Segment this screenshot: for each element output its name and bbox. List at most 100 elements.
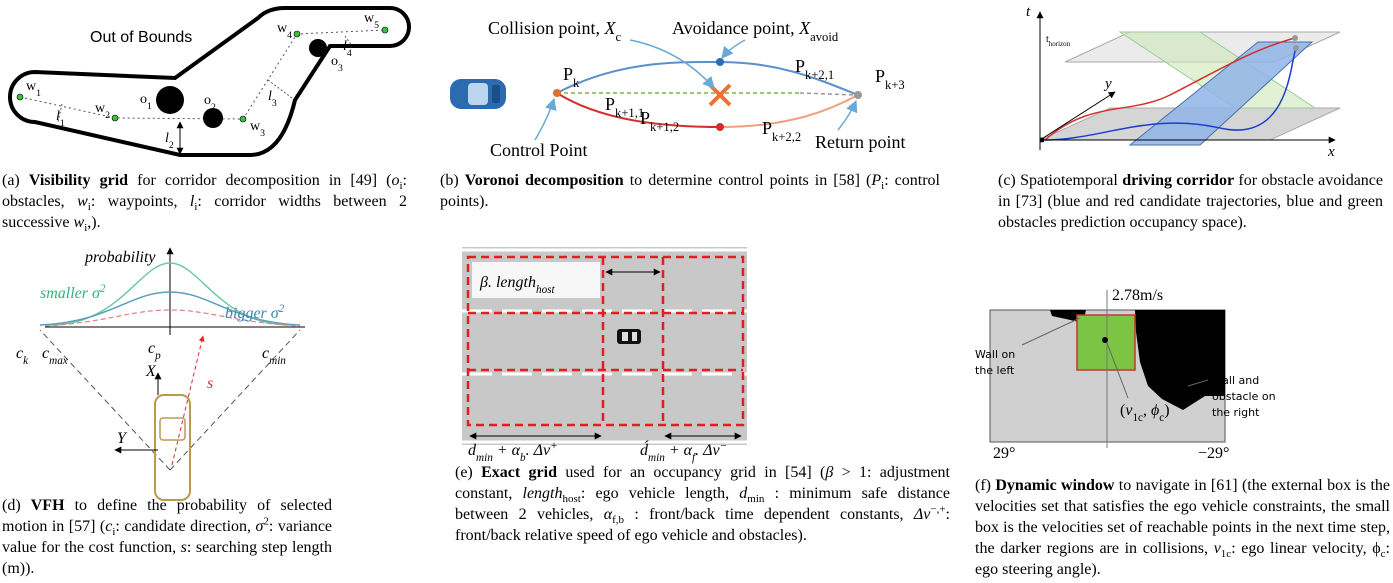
text-segment: i xyxy=(87,201,91,214)
label: d́min + αf. Δv− xyxy=(640,439,727,464)
text-segment: 3 xyxy=(338,63,343,74)
text-segment: : searching step length (m)). xyxy=(2,539,333,577)
label: Pk xyxy=(563,64,580,90)
obstacle-space xyxy=(1128,41,1314,146)
text-segment: : ego linear velocity, ϕ xyxy=(1231,540,1381,557)
panel-b: Collision point, Xc Avoidance point, Xav… xyxy=(450,18,906,160)
label: Return point xyxy=(815,132,906,152)
text-segment: ( xyxy=(1120,402,1125,419)
text-segment: d́ xyxy=(640,439,649,459)
text-segment: used for an occupancy grid in [54] ( xyxy=(556,464,826,481)
text-segment: c xyxy=(262,345,269,362)
direction-line xyxy=(169,329,301,471)
label: w5 xyxy=(364,11,379,31)
text-segment: ,). xyxy=(87,214,101,231)
text-segment: , xyxy=(1143,402,1151,419)
label: cp xyxy=(148,340,161,362)
text-segment: c xyxy=(16,345,23,362)
text-segment: length xyxy=(522,485,563,502)
text-segment: w xyxy=(277,21,288,36)
text-segment: . Δv xyxy=(526,442,551,459)
label: (v1c, ϕc) xyxy=(1120,402,1170,424)
caption: (b) Voronoi decomposition to determine c… xyxy=(440,170,940,212)
text-segment: to determine control points in [58] ( xyxy=(623,172,872,189)
label: 2.78m/s xyxy=(1112,287,1163,304)
text-segment: 3 xyxy=(260,128,265,139)
label: −29° xyxy=(1198,445,1229,462)
panel-c: t thorizon y x xyxy=(1026,4,1341,160)
text-segment: t xyxy=(1046,34,1049,45)
text-segment: (c) Spatiotemporal xyxy=(998,172,1123,189)
text-segment: f,b xyxy=(612,514,625,527)
label: t xyxy=(1026,4,1031,20)
lower-trajectory xyxy=(719,94,859,128)
pointer xyxy=(629,39,715,89)
pointer xyxy=(721,39,746,59)
panel-e: β. lengthhost dmin + αb. Δv+ d́min + αf.… xyxy=(462,247,747,464)
label: Pk+2,2 xyxy=(762,118,801,144)
waypoint xyxy=(16,93,24,101)
text-segment: k+1,1 xyxy=(615,106,644,120)
text-segment: β xyxy=(825,464,834,481)
text-segment: w xyxy=(364,11,375,26)
text-segment: : front/back time dependent constants, xyxy=(624,506,914,523)
text-segment: d xyxy=(468,442,477,459)
text-segment: : variance value for the cost function, xyxy=(2,518,333,556)
label: o1 xyxy=(140,92,152,112)
text-segment: i xyxy=(399,180,403,193)
text-segment: > 1: adjustment constant, xyxy=(455,464,950,502)
text-segment: : ego vehicle length, xyxy=(580,485,740,502)
label: Avoidance point, Xavoid xyxy=(672,18,839,44)
text-segment: ϕ xyxy=(1151,402,1159,419)
text-segment: 2 xyxy=(279,303,285,315)
text-segment: w xyxy=(26,79,37,94)
text-segment: : control points). xyxy=(440,172,941,210)
text-segment: for obstacle avoidance in [73] (blue and… xyxy=(998,172,1383,231)
label: l3 xyxy=(268,89,277,109)
text-segment: k+1,2 xyxy=(650,120,679,134)
text-segment: v xyxy=(1213,540,1221,557)
direction-line xyxy=(39,329,171,471)
text-segment: c xyxy=(42,345,49,362)
label: Wall on xyxy=(975,348,1015,361)
text-segment: min xyxy=(476,452,493,464)
text-segment: l xyxy=(189,193,195,210)
text-segment: 1 xyxy=(36,88,41,99)
text-segment: s xyxy=(180,539,187,556)
label: 29° xyxy=(993,445,1015,462)
text-segment: : front/back relative speed of ego vehic… xyxy=(455,506,950,544)
text-segment: X xyxy=(604,18,617,38)
text-segment: o xyxy=(331,54,338,69)
label: o3 xyxy=(331,54,343,74)
control-point xyxy=(553,89,561,97)
text-segment: (b) xyxy=(440,172,465,189)
text-segment: σ xyxy=(255,518,264,535)
text-segment: l xyxy=(343,39,347,54)
text-segment: for corridor decomposition in [49] ( xyxy=(128,172,392,189)
text-segment: β. length xyxy=(479,274,536,291)
text-segment: : ego steering angle). xyxy=(975,540,1390,578)
control-point xyxy=(716,123,724,131)
text-segment: c xyxy=(1380,548,1386,561)
label: l2 xyxy=(165,131,174,151)
label: x xyxy=(1327,144,1335,160)
text-segment: i xyxy=(881,180,885,193)
distribution xyxy=(49,262,291,326)
text-segment: 4 xyxy=(287,30,292,41)
label: y xyxy=(1103,76,1112,92)
waypoint xyxy=(381,26,389,34)
label: smaller σ2 xyxy=(40,283,106,302)
pointer xyxy=(1021,317,1081,346)
text-segment: ) xyxy=(1164,402,1169,419)
label-box xyxy=(472,262,600,298)
trajectory xyxy=(1044,47,1297,141)
text-segment: 5 xyxy=(374,20,379,31)
car xyxy=(450,79,506,109)
caption: (f) Dynamic window to navigate in [61] (… xyxy=(975,475,1390,580)
text-segment: (e) xyxy=(455,464,482,481)
text-segment: : obstacles, xyxy=(2,172,407,210)
text-segment: l xyxy=(56,109,60,124)
text-segment: b xyxy=(520,452,526,464)
label: w2 xyxy=(95,101,110,121)
text-segment: α xyxy=(603,506,613,523)
